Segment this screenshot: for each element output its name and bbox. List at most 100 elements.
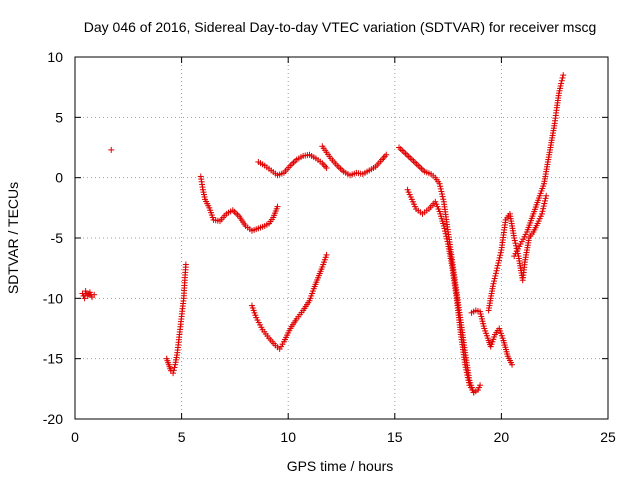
data-point [462,364,469,371]
data-point [231,208,238,215]
data-point [288,161,295,168]
data-point [540,205,547,212]
data-point [402,150,409,157]
data-point [540,203,547,210]
data-point [323,165,330,172]
data-point [439,193,446,200]
data-point [541,197,548,204]
data-point [170,367,177,374]
data-point [464,374,471,381]
data-point [170,370,177,377]
data-point [234,211,241,218]
y-tick-label: -5 [51,230,64,246]
data-point [538,210,545,217]
data-point [465,379,472,386]
data-point [491,275,498,282]
y-tick-label: -20 [43,411,63,427]
data-point [407,155,414,162]
x-tick-label: 0 [71,429,79,445]
data-point [493,267,500,274]
data-point [274,203,281,210]
data-point [494,265,501,272]
data-point [335,164,342,171]
data-point [323,251,330,258]
data-point [513,242,520,249]
data-point [558,80,565,87]
data-point [541,200,548,207]
data-point [292,158,299,165]
data-point [558,77,565,84]
y-tick-label: 10 [47,49,63,65]
data-point [497,249,504,256]
data-point [400,149,407,156]
data-point [290,159,297,166]
data-point [494,262,501,269]
data-point [337,165,344,172]
data-point [443,235,450,242]
data-point [438,188,445,195]
plot-frame [74,56,609,420]
data-point [441,225,448,232]
data-point [442,230,449,237]
chart-title: Day 046 of 2016, Sidereal Day-to-day VTE… [84,19,597,35]
y-tick-label: -10 [43,290,63,306]
data-point [416,164,423,171]
data-point [463,366,470,373]
data-point [560,72,567,79]
data-point [339,167,346,174]
data-point [509,361,516,368]
y-axis-label: SDTVAR / TECUs [5,182,21,294]
x-tick-label: 5 [178,429,186,445]
data-point [405,153,412,160]
data-point [412,159,419,166]
data-point [91,291,98,298]
data-point [492,270,499,277]
data-points [79,72,567,396]
x-tick-label: 20 [494,429,510,445]
y-tick-label: 0 [55,170,63,186]
data-point [108,146,115,153]
x-tick-label: 25 [600,429,616,445]
data-point [413,161,420,168]
x-axis-label: GPS time / hours [287,458,394,474]
data-point [440,222,447,229]
data-point [489,283,496,290]
data-point [182,261,189,268]
data-point [490,280,497,287]
data-point [542,195,549,202]
data-point [496,254,503,261]
data-point [232,210,239,217]
data-point [463,369,470,376]
data-point [437,183,444,190]
y-tick-label: -15 [43,351,63,367]
data-point [559,74,566,81]
x-tick-label: 10 [280,429,296,445]
x-tick-label: 15 [387,429,403,445]
data-point [495,259,502,266]
data-point [511,237,518,244]
data-point [492,272,499,279]
data-point [383,151,390,158]
data-point [415,162,422,169]
data-point [444,238,451,245]
data-point [404,152,411,159]
data-point [442,228,449,235]
data-point [436,180,443,187]
data-point [410,158,417,165]
data-point [443,233,450,240]
data-point [396,144,403,151]
data-point [437,185,444,192]
data-point [399,147,406,154]
data-point [491,278,498,285]
data-point [465,377,472,384]
data-point [495,257,502,264]
data-point [462,361,469,368]
data-point [497,252,504,259]
data-point [439,191,446,198]
data-point [477,382,484,389]
y-tick-label: 5 [55,109,63,125]
data-point [408,156,415,163]
data-point [440,196,447,203]
data-point [464,371,471,378]
